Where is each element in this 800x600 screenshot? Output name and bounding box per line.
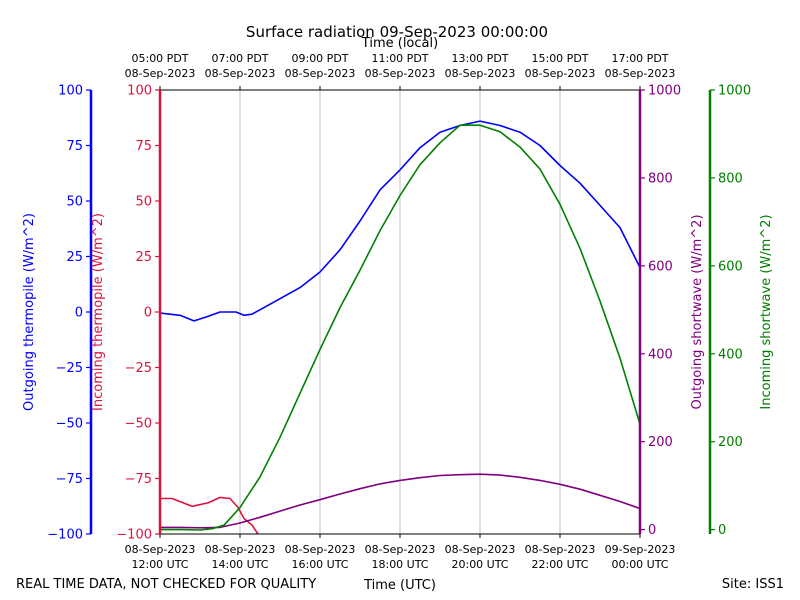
series-line-in_thermo <box>160 496 259 535</box>
x-axis-bottom-label: Time (UTC) <box>363 578 436 593</box>
y-tick-label-in_sw-0: 1000 <box>718 84 751 99</box>
x-tick-label-local-date-0: 08-Sep-2023 <box>125 67 196 80</box>
y-tick-label-in_thermo-5: −25 <box>125 361 152 376</box>
x-tick-label-utc-time-4: 20:00 UTC <box>451 558 508 571</box>
x-tick-label-utc-date-0: 08-Sep-2023 <box>125 543 196 556</box>
y-axis-label-in_thermo: Incoming thermopile (W/m^2) <box>91 213 106 411</box>
x-tick-label-local-time-6: 17:00 PDT <box>611 52 668 65</box>
y-tick-label-out_sw-3: 400 <box>648 347 673 362</box>
quality-notice: REAL TIME DATA, NOT CHECKED FOR QUALITY <box>16 577 316 592</box>
y-tick-label-out_thermo-3: 25 <box>66 250 83 265</box>
y-tick-label-out_sw-0: 1000 <box>648 84 681 99</box>
x-tick-label-utc-time-0: 12:00 UTC <box>131 558 188 571</box>
x-tick-label-local-date-6: 08-Sep-2023 <box>605 67 676 80</box>
x-tick-label-utc-date-2: 08-Sep-2023 <box>285 543 356 556</box>
x-axis-top-label: Time (local) <box>361 36 438 51</box>
series-lines <box>159 120 641 535</box>
x-tick-label-utc-date-1: 08-Sep-2023 <box>205 543 276 556</box>
x-tick-label-utc-time-6: 00:00 UTC <box>611 558 668 571</box>
x-tick-label-local-date-2: 08-Sep-2023 <box>285 67 356 80</box>
x-ticks: 08-Sep-2023 12:00 UTC 05:00 PDT 08-Sep-2023… <box>125 52 676 571</box>
y-tick-label-in_sw-2: 600 <box>718 259 743 274</box>
x-tick-label-utc-time-5: 22:00 UTC <box>531 558 588 571</box>
y-tick-label-in_sw-3: 400 <box>718 347 743 362</box>
y-tick-label-out_thermo-8: −100 <box>47 528 83 543</box>
x-tick-label-local-time-4: 13:00 PDT <box>451 52 508 65</box>
x-tick-label-utc-time-3: 18:00 UTC <box>371 558 428 571</box>
y-tick-label-out_thermo-6: −50 <box>56 417 83 432</box>
y-axis-label-in_sw: Incoming shortwave (W/m^2) <box>759 214 774 409</box>
x-tick-label-utc-date-5: 08-Sep-2023 <box>525 543 596 556</box>
y-tick-label-in_thermo-2: 50 <box>135 195 152 210</box>
x-tick-label-local-time-1: 07:00 PDT <box>211 52 268 65</box>
x-tick-label-utc-time-2: 16:00 UTC <box>291 558 348 571</box>
y-tick-label-in_thermo-0: 100 <box>127 84 152 99</box>
chart-title: Surface radiation 09-Sep-2023 00:00:00 <box>246 23 548 41</box>
axes: 100 75 50 25 0 −25 −50 −75 −100 Outgoing thermopi… <box>22 84 774 543</box>
series-line-out_sw <box>160 473 641 529</box>
gridlines <box>239 90 561 534</box>
x-tick-label-local-date-4: 08-Sep-2023 <box>445 67 516 80</box>
x-tick-label-local-time-3: 11:00 PDT <box>371 52 428 65</box>
x-tick-label-local-date-5: 08-Sep-2023 <box>525 67 596 80</box>
y-tick-label-out_thermo-1: 75 <box>66 139 83 154</box>
x-tick-label-local-time-5: 15:00 PDT <box>531 52 588 65</box>
x-tick-label-local-time-2: 09:00 PDT <box>291 52 348 65</box>
y-tick-label-out_thermo-4: 0 <box>75 306 83 321</box>
y-tick-label-out_thermo-5: −25 <box>56 361 83 376</box>
x-tick-label-local-date-3: 08-Sep-2023 <box>365 67 436 80</box>
y-tick-label-in_thermo-1: 75 <box>135 139 152 154</box>
y-tick-label-out_thermo-2: 50 <box>66 195 83 210</box>
y-tick-label-out_thermo-0: 100 <box>58 84 83 99</box>
x-tick-label-utc-date-6: 09-Sep-2023 <box>605 543 676 556</box>
y-tick-label-out_sw-1: 800 <box>648 171 673 186</box>
y-tick-label-in_thermo-6: −50 <box>125 417 152 432</box>
x-tick-label-local-time-0: 05:00 PDT <box>131 52 188 65</box>
y-tick-label-out_sw-5: 0 <box>648 523 656 538</box>
x-tick-label-local-date-1: 08-Sep-2023 <box>205 67 276 80</box>
series-line-in_sw <box>160 124 641 531</box>
y-tick-label-in_sw-5: 0 <box>718 523 726 538</box>
y-tick-label-out_sw-2: 600 <box>648 259 673 274</box>
y-tick-label-in_thermo-4: 0 <box>144 306 152 321</box>
x-tick-label-utc-time-1: 14:00 UTC <box>211 558 268 571</box>
y-tick-label-out_thermo-7: −75 <box>56 472 83 487</box>
y-tick-label-in_thermo-3: 25 <box>135 250 152 265</box>
y-axis-label-out_thermo: Outgoing thermopile (W/m^2) <box>22 213 37 411</box>
y-tick-label-in_sw-4: 200 <box>718 435 743 450</box>
x-tick-label-utc-date-4: 08-Sep-2023 <box>445 543 516 556</box>
series-line-out_thermo <box>159 120 641 322</box>
y-tick-label-in_thermo-7: −75 <box>125 472 152 487</box>
y-axis-label-out_sw: Outgoing shortwave (W/m^2) <box>690 214 705 409</box>
x-tick-label-utc-date-3: 08-Sep-2023 <box>365 543 436 556</box>
y-tick-label-in_thermo-8: −100 <box>116 528 152 543</box>
y-tick-label-out_sw-4: 200 <box>648 435 673 450</box>
y-tick-label-in_sw-1: 800 <box>718 171 743 186</box>
site-label: Site: ISS1 <box>722 577 784 592</box>
